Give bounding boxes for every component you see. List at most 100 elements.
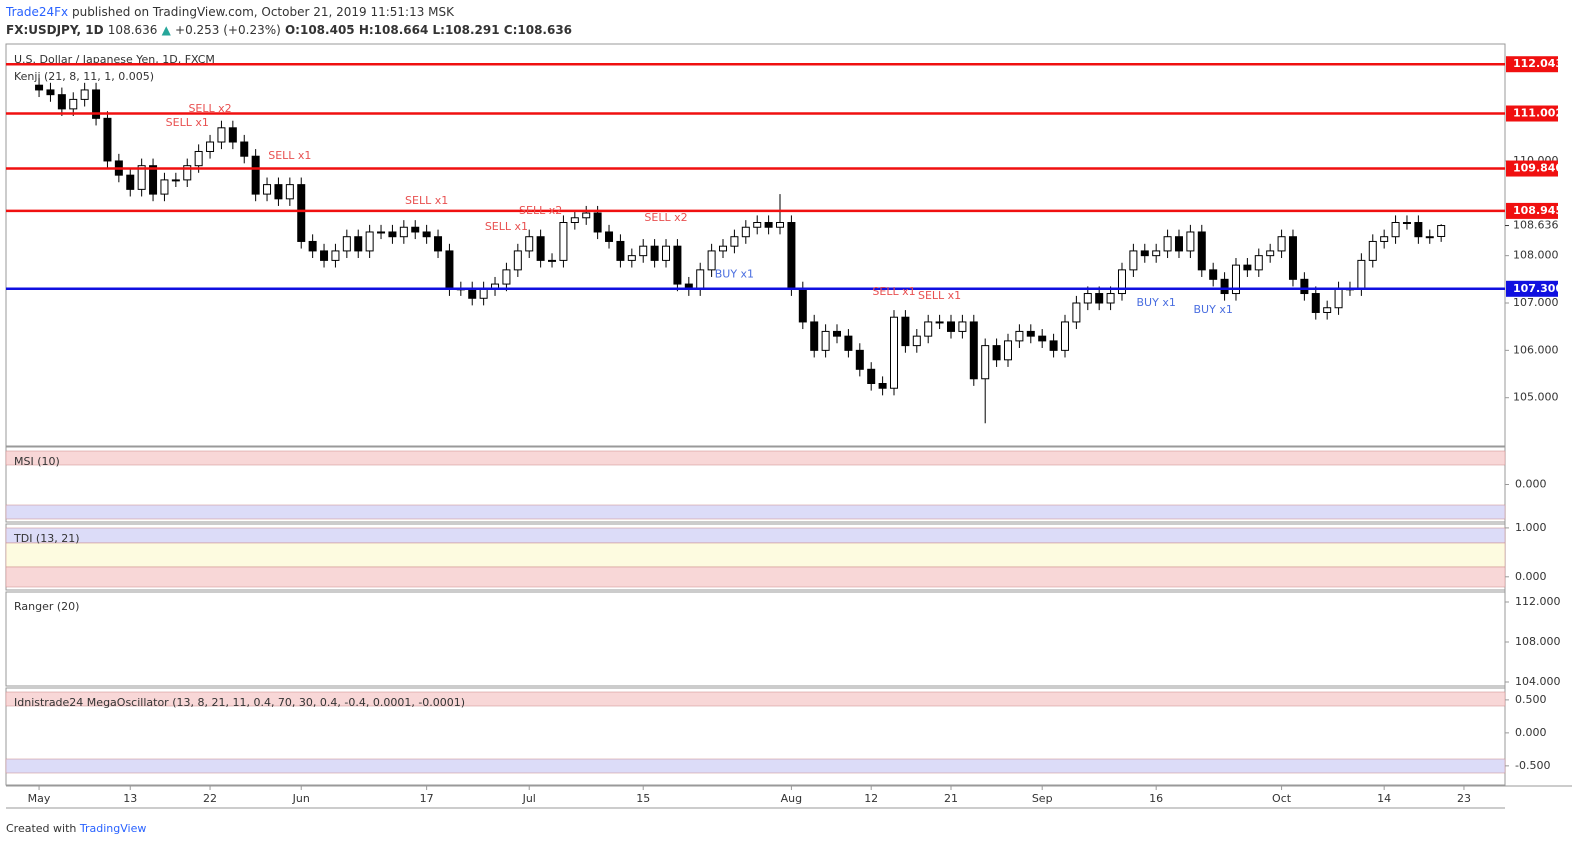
candle-body: [1277, 236, 1286, 252]
candle-body: [1414, 222, 1423, 238]
y-tick-label: 112.000: [1515, 595, 1561, 608]
candle-body: [80, 89, 89, 100]
signal-annotation: SELL x2: [519, 204, 562, 217]
candle-body: [719, 245, 728, 252]
candle-body: [787, 222, 796, 290]
chart-title: U.S. Dollar / Japanese Yen, 1D, FXCM: [14, 53, 215, 66]
indicator-band: [5, 504, 1506, 520]
indicator-band: [5, 691, 1506, 707]
y-tick-label: 0.000: [1515, 478, 1547, 491]
x-tick-label: 21: [944, 792, 958, 805]
candle-body: [240, 141, 249, 157]
signal-annotation: BUY x1: [715, 268, 754, 281]
candle-body: [833, 330, 842, 337]
candle-body: [1163, 236, 1172, 252]
candle-body: [1243, 264, 1252, 271]
candle-body: [479, 288, 488, 299]
candle-body: [228, 127, 237, 143]
signal-annotation: BUY x1: [1137, 296, 1176, 309]
candle-body: [354, 236, 363, 252]
candle-body: [251, 155, 260, 195]
y-tick-label: 106.000: [1513, 343, 1559, 356]
candle-body: [137, 165, 146, 190]
level-label: 111.002: [1513, 107, 1563, 120]
candle-body: [650, 245, 659, 261]
candle-body: [901, 316, 910, 347]
footer-brand[interactable]: TradingView: [79, 822, 146, 835]
candle-body: [342, 236, 351, 252]
candle-body: [764, 222, 773, 228]
x-tick-label: 15: [636, 792, 650, 805]
candle-body: [605, 231, 614, 242]
indicator-title: MSI (10): [14, 455, 60, 468]
candle-body: [206, 141, 215, 152]
candle-body: [776, 222, 785, 228]
level-label: 108.945: [1513, 204, 1563, 217]
candle-body: [1026, 330, 1035, 337]
y-tick-label: 0.000: [1515, 570, 1547, 583]
x-tick-label: Jun: [292, 792, 310, 805]
candle-body: [958, 321, 967, 332]
candle-body: [946, 321, 955, 332]
candle-body: [707, 250, 716, 271]
candle-body: [274, 184, 283, 200]
candle-body: [1425, 236, 1434, 239]
indicator-title: Ranger (20): [14, 600, 79, 613]
change: +0.253 (+0.23%): [175, 23, 281, 37]
candle-body: [662, 245, 671, 261]
candle-body: [513, 250, 522, 271]
indicator-band: [5, 758, 1506, 774]
candle-body: [1368, 240, 1377, 261]
candle-body: [1209, 269, 1218, 280]
candle-body: [969, 321, 978, 380]
candle-body: [639, 245, 648, 257]
signal-annotation: SELL x1: [918, 289, 961, 302]
x-tick-label: May: [28, 792, 51, 805]
indicator-pane: [5, 687, 1506, 786]
candle-body: [1015, 330, 1024, 342]
candle-body: [1231, 264, 1240, 295]
level-label: 112.043: [1513, 57, 1563, 70]
y-tick-label: 1.000: [1515, 521, 1547, 534]
candle-body: [126, 174, 135, 190]
candle-body: [285, 184, 294, 200]
y-tick-label: 108.000: [1515, 635, 1561, 648]
candle-body: [1311, 293, 1320, 313]
signal-annotation: SELL x1: [872, 285, 915, 298]
candle-body: [696, 269, 705, 290]
x-tick-label: 23: [1457, 792, 1471, 805]
x-tick-label: Aug: [781, 792, 802, 805]
candle-body: [821, 330, 830, 351]
candle-body: [981, 345, 990, 380]
candle-body: [160, 179, 169, 195]
candle-body: [1072, 302, 1081, 323]
candle-body: [1254, 255, 1263, 271]
x-tick-label: 13: [123, 792, 137, 805]
candle-body: [1197, 231, 1206, 271]
x-tick-label: 12: [864, 792, 878, 805]
candle-body: [1186, 231, 1195, 252]
indicator-pane: [5, 591, 1506, 687]
candle-body: [445, 250, 454, 290]
candle-body: [1003, 340, 1012, 361]
footer-created: Created with TradingView: [6, 822, 146, 835]
candle-body: [57, 94, 66, 110]
candle-body: [103, 117, 112, 162]
level-badge: [1506, 105, 1558, 122]
candle-body: [1334, 288, 1343, 309]
x-tick-label: Jul: [522, 792, 536, 805]
indicator-title: Idnistrade24 MegaOscillator (13, 8, 21, …: [14, 696, 465, 709]
publisher[interactable]: Trade24Fx: [5, 5, 68, 19]
candle-body: [1220, 278, 1229, 295]
y-tick-label: 0.000: [1515, 726, 1547, 739]
candle-body: [399, 226, 408, 238]
candle-body: [627, 255, 636, 261]
candle-body: [217, 127, 226, 143]
candle-body: [1437, 225, 1446, 237]
x-tick-label: 22: [203, 792, 217, 805]
candle-body: [855, 349, 864, 370]
indicator-label: Kenji (21, 8, 11, 1, 0.005): [14, 70, 154, 83]
candle-body: [753, 222, 762, 228]
y-tick-label: 108.000: [1513, 249, 1559, 262]
candle-body: [582, 212, 591, 219]
